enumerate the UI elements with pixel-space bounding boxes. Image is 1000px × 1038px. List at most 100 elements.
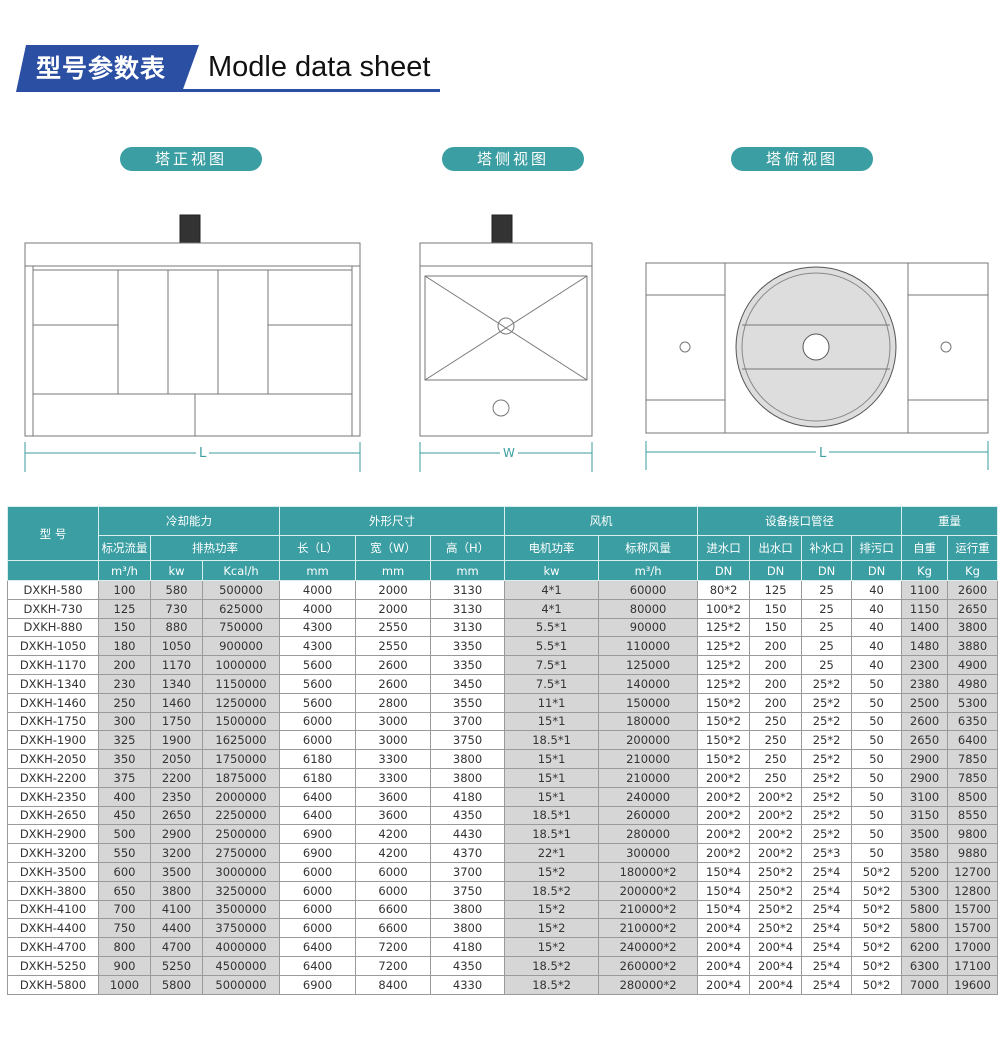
data-cell: 3450 [430,673,506,694]
header-length: 长（L） [279,535,357,561]
data-cell: 6000 [355,861,432,882]
data-cell: 3800 [430,899,506,920]
model-cell: DXKH-2200 [7,767,99,788]
data-cell: 50 [851,767,903,788]
data-cell: 200 [749,655,803,675]
data-cell: 730 [150,598,203,619]
data-cell: 200*2 [697,805,751,826]
title-underline [182,89,440,92]
data-cell: 4400 [150,918,203,939]
data-cell: 2650 [947,598,999,619]
data-cell: 40 [851,636,903,657]
data-cell: 50*2 [851,899,903,920]
data-cell: 25 [801,580,853,600]
table-row: DXKH-2200 375 2200 1875000 6180 3300 3800 15*1 2… [7,767,999,788]
data-cell: 3700 [430,861,506,882]
data-cell: 200*4 [697,974,751,995]
data-cell: 260000 [598,805,699,826]
data-cell: 15700 [947,899,999,920]
header-self-weight: 自重 [901,535,949,561]
data-cell: 50 [851,824,903,845]
data-cell: 400 [98,786,151,807]
table-row: DXKH-880 150 880 750000 4300 2550 3130 5.5*1 900… [7,617,999,638]
data-cell: 250 [749,749,803,769]
data-cell: 100*2 [697,598,751,619]
data-cell: 4980 [947,673,999,694]
data-cell: 7.5*1 [504,673,600,694]
data-cell: 50 [851,711,903,732]
header-width: 宽（W） [355,535,432,561]
data-cell: 3500 [150,861,203,882]
data-cell: 2000 [355,598,432,619]
data-cell: 260000*2 [598,955,699,976]
data-cell: 1625000 [201,730,281,751]
data-cell: 150 [749,617,803,638]
data-cell: 50 [851,805,903,826]
data-cell: 80*2 [697,580,751,600]
data-cell: 3800 [947,617,999,638]
data-cell: 90000 [598,617,699,638]
data-cell: 7000 [901,974,949,995]
data-cell: 3350 [430,655,506,675]
data-cell: 1150 [901,598,949,619]
data-cell: 6400 [279,786,357,807]
data-cell: 125*2 [697,617,751,638]
table-row: DXKH-5800 1000 5800 5000000 6900 8400 4330 18.5… [7,974,999,995]
data-cell: 50 [851,786,903,807]
data-cell: 15*1 [504,767,600,788]
data-cell: 3750 [430,730,506,751]
table-row: DXKH-1900 325 1900 1625000 6000 3000 3750 18.5*… [7,730,999,751]
data-cell: 7850 [947,767,999,788]
data-cell: 4180 [430,786,506,807]
data-cell: 2200 [150,767,203,788]
data-cell: 1400 [901,617,949,638]
data-cell: 2900 [901,767,949,788]
data-cell: 6180 [279,767,357,788]
data-cell: 150*2 [697,711,751,732]
model-cell: DXKH-580 [7,580,99,600]
data-cell: 25 [801,636,853,657]
header-makeup: 补水口 [801,535,853,561]
data-cell: 50 [851,673,903,694]
data-cell: 350 [98,749,151,769]
data-cell: 2900 [901,749,949,769]
model-cell: DXKH-2350 [7,786,99,807]
data-cell: 4500000 [201,955,281,976]
unit-cell: Kg [947,560,999,581]
table-row: DXKH-580 100 580 500000 4000 2000 3130 4*1 60000… [7,580,999,600]
table-body: DXKH-580 100 580 500000 4000 2000 3130 4*1 60000… [7,580,999,995]
data-cell: 200*4 [697,955,751,976]
data-cell: 3300 [355,767,432,788]
data-cell: 4000000 [201,937,281,957]
data-cell: 5300 [901,880,949,901]
data-cell: 6000 [279,730,357,751]
data-cell: 880 [150,617,203,638]
data-cell: 500 [98,824,151,845]
data-cell: 15700 [947,918,999,939]
data-cell: 140000 [598,673,699,694]
data-cell: 2000 [355,580,432,600]
data-cell: 6400 [947,730,999,751]
data-cell: 3800 [430,918,506,939]
data-cell: 15*2 [504,899,600,920]
header-model: 型 号 [7,506,99,561]
data-cell: 7.5*1 [504,655,600,675]
data-cell: 2600 [947,580,999,600]
data-cell: 2650 [901,730,949,751]
data-cell: 200 [749,636,803,657]
data-cell: 210000*2 [598,899,699,920]
data-cell: 25*2 [801,767,853,788]
data-cell: 180000*2 [598,861,699,882]
data-cell: 40 [851,598,903,619]
data-cell: 300 [98,711,151,732]
model-cell: DXKH-5800 [7,974,99,995]
data-cell: 250 [98,692,151,713]
data-cell: 1340 [150,673,203,694]
data-cell: 300000 [598,843,699,863]
header-op-weight: 运行重 [947,535,999,561]
data-cell: 3200 [150,843,203,863]
data-cell: 3880 [947,636,999,657]
unit-cell: DN [851,560,903,581]
table-row: DXKH-2900 500 2900 2500000 6900 4200 4430 18.5*… [7,824,999,845]
data-cell: 5800 [901,918,949,939]
